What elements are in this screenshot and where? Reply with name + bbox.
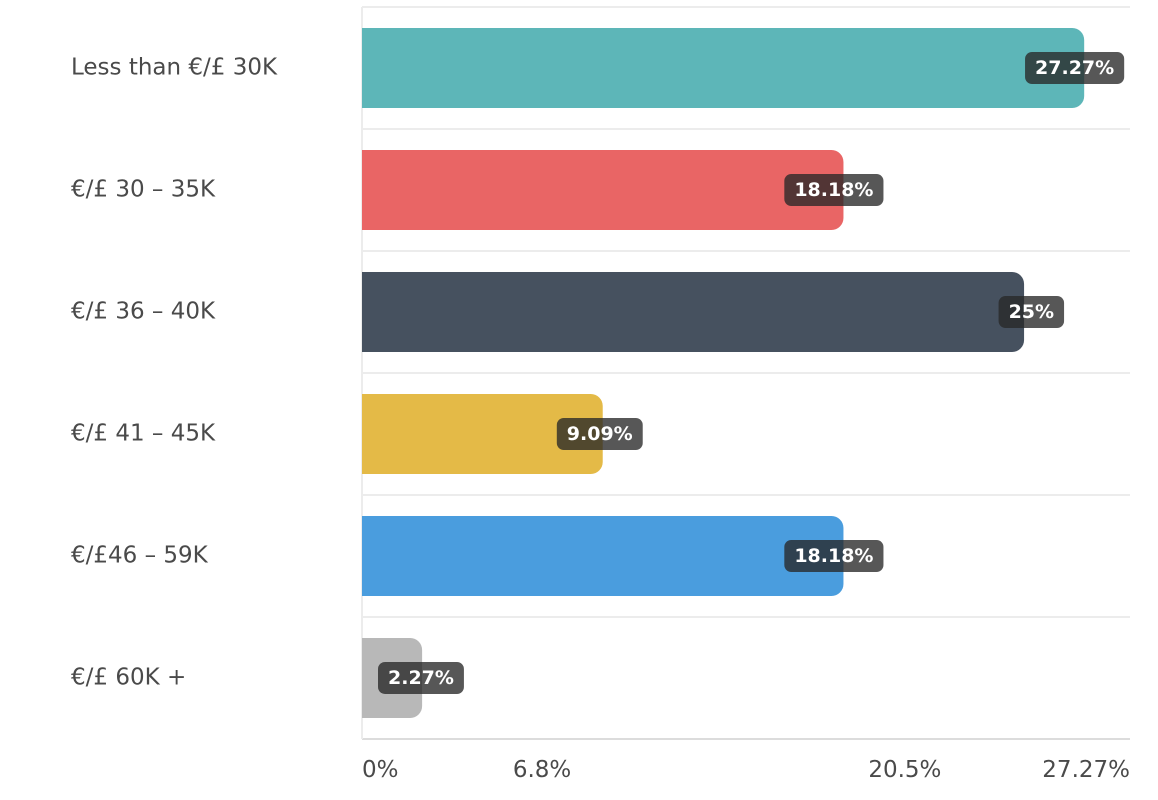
data-label-background	[784, 174, 884, 206]
category-label: €/£ 36 – 40K	[71, 299, 216, 325]
x-tick-label: 20.5%	[868, 757, 941, 783]
x-tick-label: 27.27%	[1042, 757, 1130, 783]
data-label-background	[1025, 52, 1125, 84]
category-label: Less than €/£ 30K	[71, 55, 278, 81]
data-label-background	[378, 662, 464, 694]
data-label: 9.09%	[567, 423, 633, 445]
category-labels: Less than €/£ 30K €/£ 30 – 35K €/£ 36 – 40…	[71, 55, 278, 691]
category-label: €/£46 – 59K	[71, 543, 209, 569]
x-tick-label: 6.8%	[513, 757, 571, 783]
category-label: €/£ 41 – 45K	[71, 421, 216, 447]
data-label-background	[784, 540, 884, 572]
data-label: 18.18%	[794, 545, 873, 567]
gridlines	[361, 6, 1130, 740]
data-label: 2.27%	[388, 667, 454, 689]
data-label-background	[998, 296, 1065, 328]
data-labels: 27.27% 18.18% 25% 9.09% 18.18% 2.27%	[378, 52, 1125, 694]
bar	[362, 516, 844, 596]
bar	[362, 272, 1025, 352]
bars	[362, 28, 1085, 718]
bar	[362, 150, 844, 230]
category-label: €/£ 30 – 35K	[71, 177, 216, 203]
bar	[362, 394, 603, 474]
x-tick-label: 0%	[362, 757, 399, 783]
bar	[362, 28, 1085, 108]
x-axis-ticks: 0% 6.8% 20.5% 27.27%	[362, 757, 1130, 783]
category-label: €/£ 60K +	[71, 665, 186, 691]
data-label: 18.18%	[794, 179, 873, 201]
data-label: 25%	[1009, 301, 1054, 323]
data-label-background	[556, 418, 643, 450]
data-label: 27.27%	[1035, 57, 1114, 79]
